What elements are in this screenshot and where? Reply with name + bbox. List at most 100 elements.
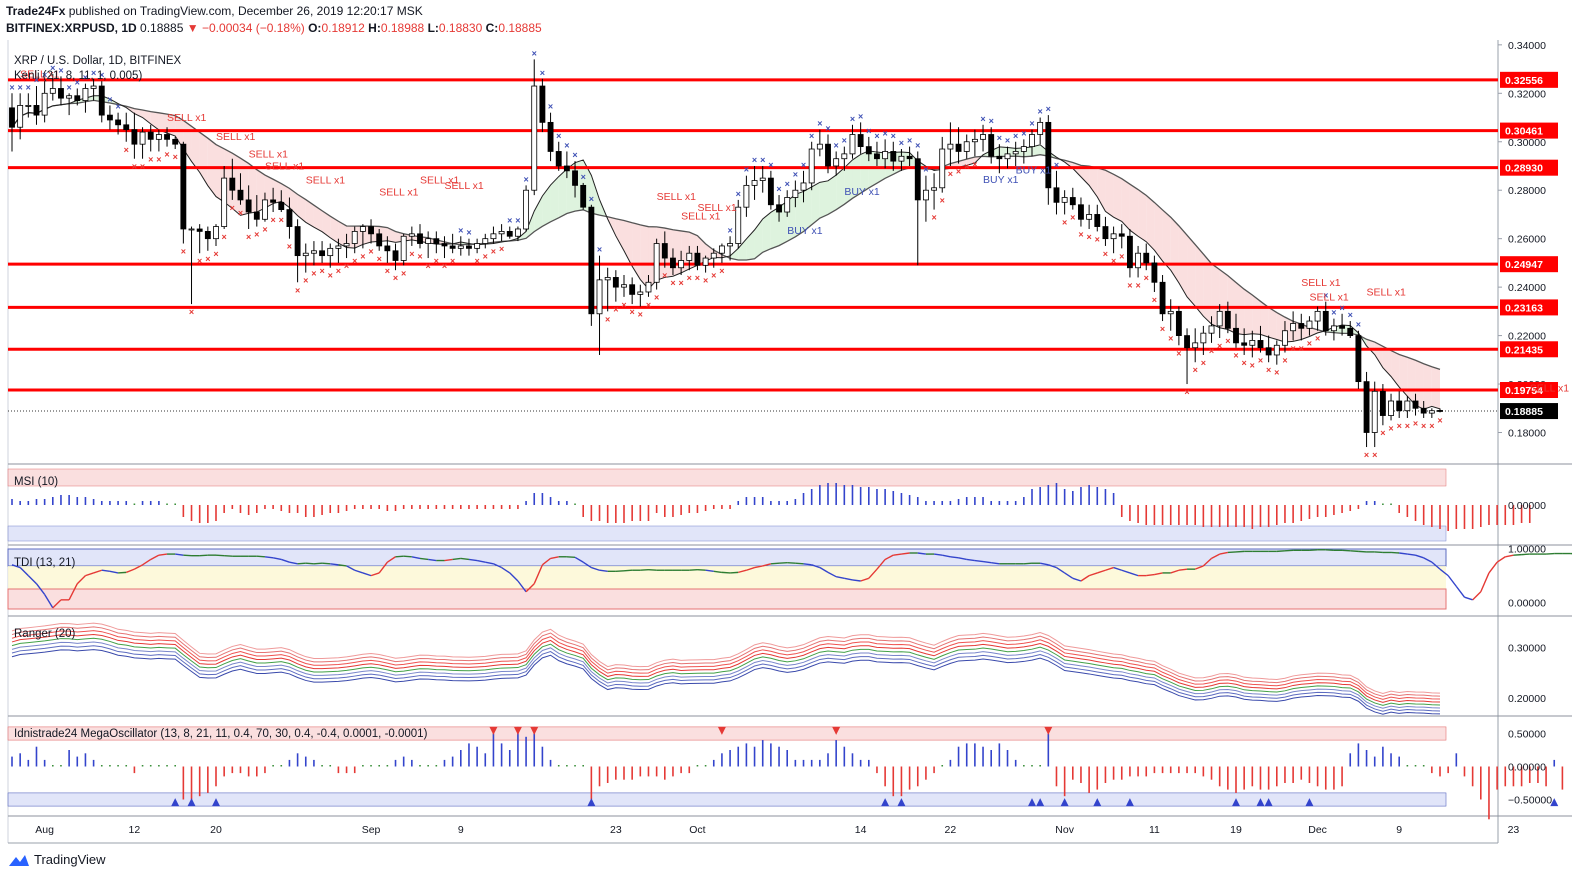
candle-body — [106, 114, 113, 121]
tdi-line-segment — [1146, 573, 1155, 577]
tdi-line-segment — [942, 554, 951, 558]
price-tick-label: 0.34000 — [1508, 40, 1546, 52]
kenli-cloud-segment — [542, 185, 551, 227]
sell-marker: × — [1078, 230, 1083, 240]
tdi-line-segment — [1342, 549, 1351, 552]
sell-marker: × — [344, 261, 349, 271]
tdi-line-segment — [44, 594, 54, 609]
candle-body — [629, 284, 636, 295]
sell-marker: × — [434, 256, 439, 266]
level-label: 0.21435 — [1505, 344, 1543, 356]
tdi-line-segment — [1505, 554, 1514, 558]
candle-body — [694, 252, 701, 266]
down-arrow-icon — [717, 726, 726, 735]
up-arrow-icon — [1060, 798, 1069, 807]
candle-body — [1257, 340, 1264, 349]
tdi-line-segment — [738, 569, 747, 574]
kenli-cloud-segment — [1170, 217, 1179, 283]
candle-body — [547, 121, 554, 152]
msi-pane: 0.00000 MSI (10) — [7, 468, 1546, 542]
sell-marker: × — [1062, 217, 1067, 227]
sell-marker: × — [1135, 280, 1140, 290]
candle-body — [327, 247, 334, 257]
sell-marker: × — [1315, 334, 1320, 344]
candle-body — [645, 281, 652, 293]
sell-marker: × — [1266, 365, 1271, 375]
tdi-line-segment — [142, 558, 152, 566]
sell-marker: × — [360, 251, 365, 261]
tdi-line-segment — [1040, 562, 1049, 566]
tdi-line-segment — [1464, 596, 1473, 601]
buy-marker: × — [1046, 104, 1051, 114]
sell-marker: × — [956, 167, 961, 177]
candle-body — [1265, 347, 1272, 356]
price-tick-label: 0.26000 — [1508, 234, 1546, 246]
candle-body — [1151, 262, 1158, 283]
tdi-line-segment — [917, 552, 927, 555]
candle-body — [1118, 233, 1125, 237]
sell-marker: × — [1168, 334, 1173, 344]
sell-marker: × — [409, 249, 414, 259]
tdi-line-segment — [697, 568, 706, 571]
footer[interactable]: TradingView — [8, 852, 106, 867]
candle-body — [482, 238, 489, 244]
up-arrow-icon — [881, 798, 890, 807]
candle-body — [882, 151, 889, 160]
candle-body — [1061, 197, 1068, 203]
tdi-line-segment — [958, 557, 967, 561]
candle-body — [1363, 381, 1370, 433]
tdi-line-segment — [1309, 549, 1318, 552]
sell-marker: × — [605, 314, 610, 324]
kenli-cloud-segment — [591, 175, 600, 216]
time-tick-label: Nov — [1055, 824, 1074, 836]
tdi-line-segment — [582, 561, 592, 569]
candle-body — [988, 134, 995, 157]
quote-header: BITFINEX:XRPUSD, 1D 0.18885 ▼ −0.00034 (… — [6, 21, 542, 35]
kenli-cloud-segment — [1366, 339, 1375, 355]
candle-body — [1167, 310, 1174, 315]
kenli-cloud-segment — [1105, 170, 1114, 218]
candle-body — [718, 245, 725, 254]
close-value: 0.18885 — [498, 21, 542, 35]
tdi-line-segment — [1399, 552, 1408, 555]
sell-marker: × — [1086, 232, 1091, 242]
tdi-line-segment — [1546, 552, 1555, 555]
down-arrow-icon — [530, 726, 539, 735]
candle-body — [572, 170, 578, 186]
candle-body — [555, 151, 562, 167]
author-name[interactable]: Trade24Fx — [6, 4, 66, 18]
candle-body — [98, 85, 105, 116]
kenli-cloud-segment — [770, 207, 780, 249]
candle-body — [947, 143, 954, 150]
tdi-line-segment — [354, 569, 364, 574]
kenli-cloud-segment — [1178, 225, 1188, 297]
sell-marker: × — [1421, 421, 1426, 431]
level-label: 0.32556 — [1505, 75, 1543, 87]
tdi-line-segment — [591, 566, 600, 571]
buy-marker: × — [515, 216, 520, 226]
kenli-cloud-segment — [1187, 235, 1196, 307]
sell-marker: × — [638, 310, 643, 320]
buy-marker: × — [817, 119, 822, 129]
tdi-line-segment — [313, 562, 323, 565]
candle-body — [767, 177, 774, 206]
sell-marker: × — [646, 300, 651, 310]
tdi-line-segment — [550, 556, 559, 560]
mega-oversold-band — [7, 792, 1447, 807]
tdi-line-segment — [778, 561, 788, 564]
candle-body — [376, 233, 383, 247]
level-badge — [1500, 122, 1558, 139]
signal-label: SELL x1 — [265, 161, 304, 173]
candle-body — [1135, 252, 1142, 269]
time-tick-label: 22 — [945, 824, 957, 836]
candle-body — [1053, 187, 1060, 203]
candle-body — [1216, 310, 1223, 327]
tdi-line-segment — [541, 557, 551, 566]
tdi-line-segment — [150, 554, 160, 561]
sell-marker: × — [213, 249, 218, 259]
tdi-line-segment — [615, 570, 625, 573]
tdi-line-segment — [1390, 551, 1400, 554]
kenli-cloud-segment — [387, 227, 396, 243]
tdi-upper-band — [7, 548, 1447, 567]
